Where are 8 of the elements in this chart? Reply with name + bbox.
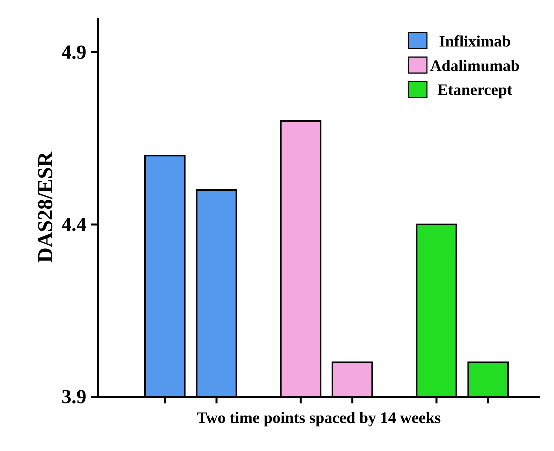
legend-label: Etanercept (438, 84, 513, 99)
legend-label: Infliximab (440, 36, 510, 47)
legend-label: Adalimumab (430, 60, 520, 72)
x-axis-title: Two time points spaced by 14 weeks (197, 412, 441, 427)
y-tick-label: 4.9 (62, 46, 86, 60)
y-axis-title: DAS28/ESR (38, 152, 53, 263)
y-tick-label: 4.4 (62, 218, 86, 232)
y-tick-label: 3.9 (62, 390, 86, 404)
